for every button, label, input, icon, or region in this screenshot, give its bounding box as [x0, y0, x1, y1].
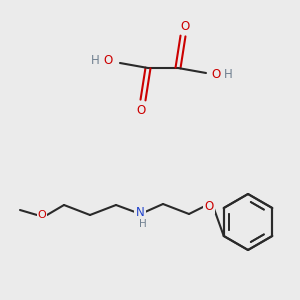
Text: O: O [136, 103, 146, 116]
Text: O: O [211, 68, 220, 82]
Text: O: O [180, 20, 190, 32]
Text: H: H [224, 68, 233, 82]
Text: H: H [139, 219, 147, 229]
Text: O: O [104, 53, 113, 67]
Text: O: O [38, 210, 46, 220]
Text: N: N [136, 206, 144, 218]
Text: H: H [91, 53, 100, 67]
Text: O: O [204, 200, 214, 212]
